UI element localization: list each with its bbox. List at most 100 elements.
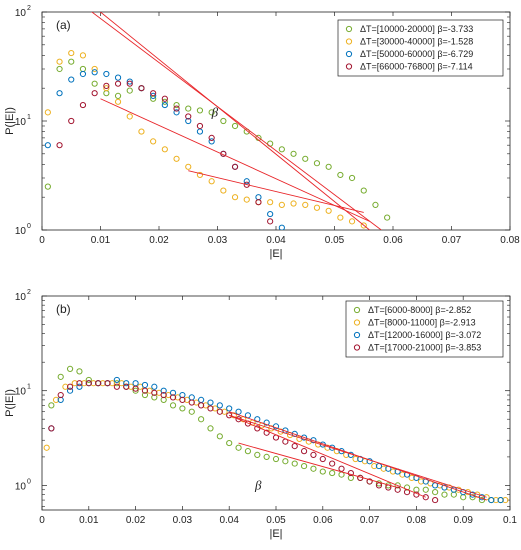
- data-point: [394, 482, 401, 489]
- x-tick-label: 0.02: [149, 235, 169, 246]
- data-point: [179, 396, 186, 403]
- data-point: [173, 155, 180, 162]
- data-point: [123, 380, 130, 387]
- data-point: [57, 373, 64, 380]
- legend-box: [345, 300, 504, 358]
- legend-entry: ΔT=[30000-40000] β=-1.528: [360, 37, 473, 47]
- x-tick-label: 0.06: [383, 235, 403, 246]
- data-point: [235, 444, 242, 451]
- data-point: [196, 107, 204, 114]
- data-point: [272, 423, 280, 430]
- data-point: [208, 138, 215, 145]
- data-point: [366, 478, 373, 485]
- legend-marker: [353, 319, 361, 326]
- data-point: [48, 402, 55, 409]
- data-point: [126, 80, 133, 87]
- data-point: [44, 142, 51, 149]
- x-tick-label: 0.01: [91, 235, 111, 246]
- fit-line: [229, 411, 487, 501]
- data-point: [160, 391, 167, 399]
- data-point: [226, 412, 233, 419]
- data-point: [57, 391, 64, 399]
- data-point: [371, 462, 378, 470]
- data-point: [319, 468, 326, 475]
- data-layer: [44, 12, 391, 230]
- y-tick-label: 10: [15, 226, 27, 237]
- data-point: [422, 486, 429, 493]
- data-point: [243, 178, 250, 185]
- data-point: [91, 90, 98, 97]
- data-point: [502, 496, 509, 504]
- legend-entry: ΔT=[10000-20000] β=-3.733: [360, 24, 473, 34]
- legend-marker: [353, 344, 361, 351]
- data-point: [114, 80, 122, 87]
- data-point: [226, 405, 233, 412]
- data-layer: [43, 365, 509, 504]
- data-point: [235, 408, 242, 415]
- data-point: [52, 396, 60, 403]
- data-point: [313, 160, 321, 167]
- data-point: [360, 222, 367, 229]
- data-point: [169, 402, 177, 409]
- data-point: [360, 187, 367, 194]
- data-point: [151, 394, 158, 401]
- series-3: [56, 80, 274, 225]
- data-point: [348, 174, 356, 182]
- data-point: [212, 405, 219, 412]
- data-point: [441, 484, 448, 491]
- data-point: [66, 387, 74, 394]
- x-tick-label: 0.08: [500, 235, 520, 246]
- data-point: [244, 448, 252, 455]
- y-tick-exponent: 1: [27, 114, 31, 121]
- data-point: [278, 224, 285, 230]
- data-point: [198, 402, 205, 409]
- data-point: [76, 368, 83, 375]
- data-point: [310, 465, 317, 472]
- data-point: [66, 365, 74, 372]
- x-tick-label: 0: [39, 515, 45, 526]
- y-tick-exponent: 2: [27, 289, 31, 296]
- data-point: [118, 380, 125, 387]
- data-point: [208, 109, 215, 116]
- data-point: [216, 433, 223, 440]
- legend-entry: ΔT=[66000-76800] β=-7.114: [360, 62, 473, 72]
- data-point: [302, 201, 309, 208]
- data-point: [185, 163, 192, 170]
- data-point: [207, 405, 214, 412]
- data-point: [432, 496, 439, 504]
- data-point: [132, 387, 139, 394]
- data-point: [325, 207, 332, 214]
- data-point: [132, 385, 139, 392]
- data-point: [352, 455, 359, 463]
- y-tick-exponent: 0: [27, 223, 31, 230]
- data-point: [300, 462, 308, 470]
- data-point: [43, 444, 50, 451]
- data-point: [267, 210, 274, 218]
- data-point: [161, 146, 168, 153]
- fit-line: [99, 12, 370, 230]
- data-point: [497, 496, 504, 504]
- x-tick-label: 0.09: [453, 515, 473, 526]
- data-point: [282, 458, 289, 465]
- data-point: [230, 412, 237, 419]
- data-point: [179, 405, 186, 412]
- y-tick-exponent: 2: [27, 5, 31, 12]
- data-point: [198, 416, 205, 423]
- y-tick-label: 10: [15, 387, 27, 398]
- x-tick-label: 0: [39, 235, 45, 246]
- fit-line: [188, 170, 364, 213]
- data-point: [76, 383, 83, 390]
- data-point: [103, 70, 110, 78]
- y-tick-label: 10: [15, 481, 27, 492]
- beta-annotation: β: [211, 104, 219, 119]
- x-tick-label: 0.05: [266, 515, 286, 526]
- data-point: [488, 496, 495, 504]
- data-point: [469, 494, 476, 501]
- legend-entry: ΔT=[17000-21000] β=-3.853: [368, 343, 481, 353]
- data-point: [417, 478, 425, 485]
- data-point: [278, 201, 285, 208]
- data-point: [169, 394, 177, 401]
- data-point: [126, 113, 133, 120]
- x-tick-label: 0.1: [503, 515, 517, 526]
- data-point: [76, 380, 83, 387]
